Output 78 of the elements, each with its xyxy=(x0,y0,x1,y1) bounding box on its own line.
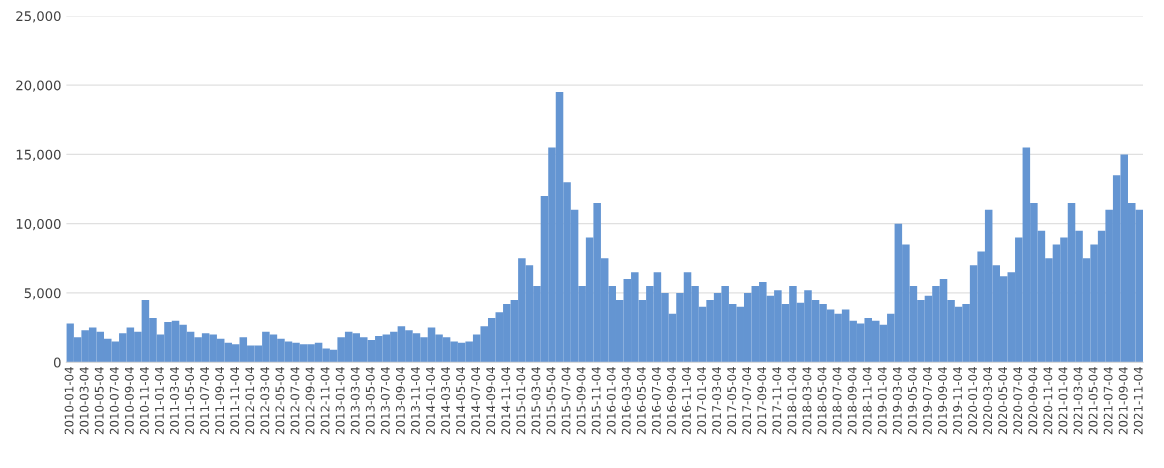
x-tick-label: 2019-09-04 xyxy=(938,367,947,435)
x-tick-label: 2017-03-04 xyxy=(712,367,722,435)
x-tick-label: 2012-09-04 xyxy=(305,367,315,435)
x-tick-label: 2012-01-04 xyxy=(245,367,255,435)
x-tick-label: 2018-09-04 xyxy=(847,367,857,435)
x-tick-label: 2011-09-04 xyxy=(215,367,225,435)
y-tick-label: 10,000 xyxy=(16,218,61,231)
x-tick-label: 2013-05-04 xyxy=(365,367,375,435)
x-tick-label: 2014-09-04 xyxy=(486,367,496,435)
y-tick-label: 25,000 xyxy=(16,11,61,23)
x-tick-label: 2015-07-04 xyxy=(561,367,571,435)
x-tick-label: 2014-11-04 xyxy=(501,367,511,435)
x-tick-label: 2020-09-04 xyxy=(1028,367,1038,435)
x-tick-label: 2010-01-04 xyxy=(64,367,74,435)
x-tick-label: 2019-01-04 xyxy=(877,367,887,435)
x-tick-label: 2016-03-04 xyxy=(621,367,631,435)
x-tick-label: 2017-01-04 xyxy=(697,367,707,435)
x-tick-label: 2014-07-04 xyxy=(471,367,481,435)
x-tick-label: 2019-11-04 xyxy=(953,367,962,435)
x-tick-label: 2021-11-04 xyxy=(1133,367,1143,435)
x-tick-label: 2010-05-04 xyxy=(94,367,104,435)
x-tick-label: 2019-05-04 xyxy=(907,367,917,435)
x-tick-label: 2019-07-04 xyxy=(922,367,932,435)
x-tick-label: 2011-11-04 xyxy=(230,367,240,435)
x-tick-label: 2017-07-04 xyxy=(742,367,752,435)
x-tick-label: 2010-07-04 xyxy=(109,367,119,435)
y-tick-label: 20,000 xyxy=(16,80,61,92)
x-tick-label: 2012-05-04 xyxy=(275,367,285,435)
x-tick-label: 2010-09-04 xyxy=(124,367,134,435)
x-tick-label: 2019-03-04 xyxy=(892,367,902,435)
x-tick-label: 2010-11-04 xyxy=(139,367,149,435)
x-tick-label: 2017-05-04 xyxy=(727,367,737,435)
x-tick-label: 2018-11-04 xyxy=(862,367,872,435)
x-tick-label: 2010-03-04 xyxy=(79,367,89,435)
x-tick-label: 2021-05-04 xyxy=(1088,367,1098,435)
x-tick-label: 2015-11-04 xyxy=(591,367,601,435)
x-tick-label: 2016-01-04 xyxy=(606,367,616,435)
x-tick-label: 2012-07-04 xyxy=(290,367,300,435)
x-tick-label: 2014-05-04 xyxy=(456,367,466,435)
x-tick-label: 2016-09-04 xyxy=(666,367,676,435)
x-tick-label: 2020-05-04 xyxy=(998,367,1008,435)
x-tick-label: 2020-03-04 xyxy=(983,367,993,435)
x-tick-label: 2021-03-04 xyxy=(1073,367,1083,435)
x-tick-label: 2017-09-04 xyxy=(757,367,767,435)
x-tick-label: 2015-03-04 xyxy=(531,367,541,435)
x-tick-label: 2016-07-04 xyxy=(651,367,661,435)
x-tick-label: 2013-03-04 xyxy=(350,367,360,435)
x-tick-label: 2017-11-04 xyxy=(772,367,782,435)
x-tick-label: 2015-09-04 xyxy=(576,367,586,435)
x-tick-label: 2011-07-04 xyxy=(200,367,210,435)
x-tick-label: 2018-05-04 xyxy=(817,367,827,435)
y-tick-label: 0 xyxy=(53,357,61,368)
x-tick-label: 2011-03-04 xyxy=(170,367,179,435)
x-tick-label: 2018-01-04 xyxy=(787,367,797,435)
x-tick-label: 2011-01-04 xyxy=(154,367,164,435)
x-tick-label: 2012-11-04 xyxy=(320,367,330,435)
x-tick-label: 2013-07-04 xyxy=(380,367,390,435)
x-tick-label: 2014-03-04 xyxy=(441,367,451,435)
x-tick-label: 2018-03-04 xyxy=(802,367,812,435)
y-tick-label: 15,000 xyxy=(16,149,61,161)
y-tick-label: 5,000 xyxy=(24,288,61,300)
x-tick-label: 2011-05-04 xyxy=(185,367,195,435)
x-tick-label: 2014-01-04 xyxy=(426,367,435,435)
x-tick-label: 2016-05-04 xyxy=(636,367,646,435)
x-tick-label: 2013-11-04 xyxy=(410,367,420,435)
x-tick-label: 2016-11-04 xyxy=(682,367,691,435)
x-tick-label: 2020-07-04 xyxy=(1013,367,1023,435)
x-tick-label: 2021-09-04 xyxy=(1118,367,1128,435)
x-tick-label: 2013-09-04 xyxy=(395,367,405,435)
x-tick-label: 2018-07-04 xyxy=(832,367,842,435)
x-tick-label: 2012-03-04 xyxy=(260,367,270,435)
x-tick-label: 2015-01-04 xyxy=(516,367,526,435)
x-tick-label: 2021-01-04 xyxy=(1058,367,1068,435)
x-tick-label: 2020-01-04 xyxy=(968,367,978,435)
x-tick-label: 2021-07-04 xyxy=(1103,367,1113,435)
x-tick-label: 2015-05-04 xyxy=(546,367,556,435)
x-tick-label: 2020-11-04 xyxy=(1043,367,1053,435)
x-tick-label: 2013-01-04 xyxy=(335,367,345,435)
